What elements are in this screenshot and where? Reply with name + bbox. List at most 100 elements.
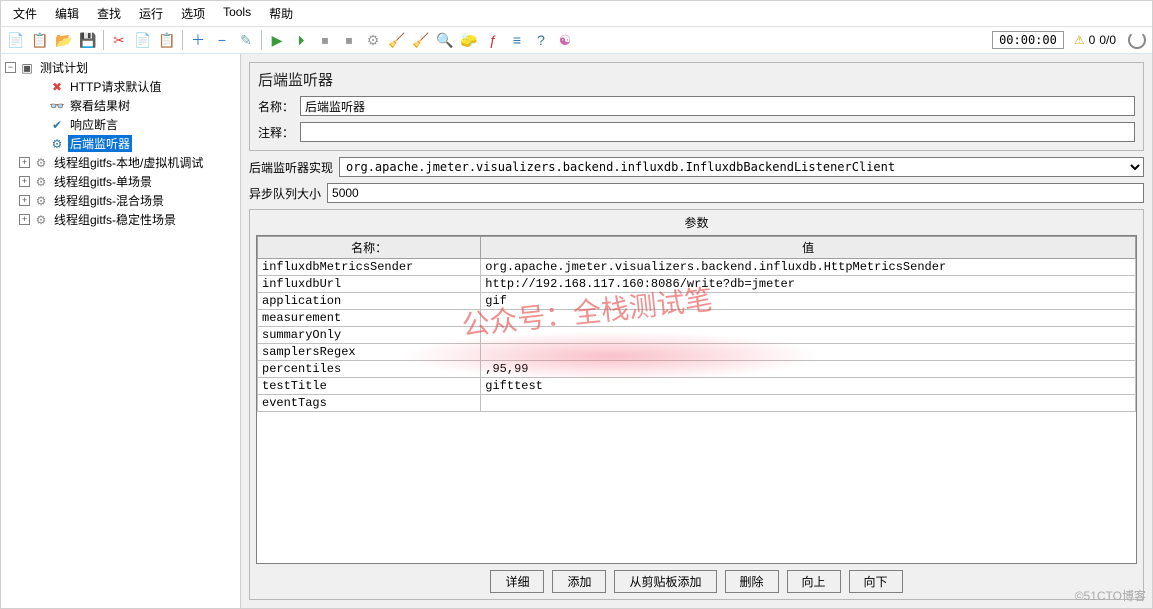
- reset-search-icon[interactable]: 🧽: [458, 29, 480, 51]
- toolbar-separator: [103, 30, 104, 50]
- expand-toggle[interactable]: +: [19, 176, 30, 187]
- stop-icon[interactable]: ⏹: [314, 29, 336, 51]
- wand-icon[interactable]: ✎: [235, 29, 257, 51]
- param-button-向下[interactable]: 向下: [849, 570, 903, 593]
- tree-node[interactable]: +⚙线程组gitfs-混合场景: [1, 191, 240, 210]
- comment-input[interactable]: [300, 122, 1135, 142]
- tree-node[interactable]: ✖HTTP请求默认值: [1, 77, 240, 96]
- param-name-cell[interactable]: influxdbMetricsSender: [258, 259, 481, 276]
- test-plan-tree[interactable]: − ▣ 测试计划 ✖HTTP请求默认值👓察看结果树✔响应断言⚙后端监听器+⚙线程…: [1, 54, 241, 608]
- clear-all-icon[interactable]: 🧹: [410, 29, 432, 51]
- cut-icon[interactable]: ✂: [108, 29, 130, 51]
- options-icon[interactable]: ≡: [506, 29, 528, 51]
- save-icon[interactable]: 💾: [77, 29, 99, 51]
- menu-item-编辑[interactable]: 编辑: [47, 3, 87, 24]
- clear-icon[interactable]: 🧹: [386, 29, 408, 51]
- table-row[interactable]: percentiles,95,99: [258, 361, 1136, 378]
- param-name-cell[interactable]: samplersRegex: [258, 344, 481, 361]
- param-button-向上[interactable]: 向上: [787, 570, 841, 593]
- menu-item-运行[interactable]: 运行: [131, 3, 171, 24]
- param-name-cell[interactable]: influxdbUrl: [258, 276, 481, 293]
- paste-icon[interactable]: 📋: [156, 29, 178, 51]
- copy-icon[interactable]: 📄: [132, 29, 154, 51]
- table-row[interactable]: eventTags: [258, 395, 1136, 412]
- add-icon[interactable]: ＋: [187, 29, 209, 51]
- reload-icon[interactable]: [1126, 29, 1148, 51]
- new-icon[interactable]: 📄: [5, 29, 27, 51]
- param-value-cell[interactable]: [481, 344, 1136, 361]
- search-icon[interactable]: 🔍: [434, 29, 456, 51]
- param-name-cell[interactable]: application: [258, 293, 481, 310]
- shutdown-icon[interactable]: ⏹: [338, 29, 360, 51]
- tree-node[interactable]: +⚙线程组gitfs-稳定性场景: [1, 210, 240, 229]
- table-row[interactable]: summaryOnly: [258, 327, 1136, 344]
- heap-icon[interactable]: ☯: [554, 29, 576, 51]
- menu-item-查找[interactable]: 查找: [89, 3, 129, 24]
- table-row[interactable]: measurement: [258, 310, 1136, 327]
- tree-node[interactable]: +⚙线程组gitfs-本地/虚拟机调试: [1, 153, 240, 172]
- table-row[interactable]: applicationgif: [258, 293, 1136, 310]
- param-button-从剪贴板添加[interactable]: 从剪贴板添加: [614, 570, 716, 593]
- impl-select[interactable]: org.apache.jmeter.visualizers.backend.in…: [339, 157, 1144, 177]
- start-icon[interactable]: ▶: [266, 29, 288, 51]
- remote-start-icon[interactable]: ⚙: [362, 29, 384, 51]
- table-row[interactable]: influxdbMetricsSenderorg.apache.jmeter.v…: [258, 259, 1136, 276]
- help-icon[interactable]: ?: [530, 29, 552, 51]
- name-input[interactable]: [300, 96, 1135, 116]
- tree-node[interactable]: ✔响应断言: [1, 115, 240, 134]
- table-row[interactable]: testTitlegifttest: [258, 378, 1136, 395]
- flask-icon: ▣: [20, 61, 34, 75]
- param-value-cell[interactable]: [481, 327, 1136, 344]
- param-name-cell[interactable]: percentiles: [258, 361, 481, 378]
- param-value-cell[interactable]: org.apache.jmeter.visualizers.backend.in…: [481, 259, 1136, 276]
- copyright-text: ©51CTO博客: [1075, 587, 1146, 604]
- tree-node[interactable]: 👓察看结果树: [1, 96, 240, 115]
- expand-toggle[interactable]: −: [5, 62, 16, 73]
- expand-toggle[interactable]: +: [19, 157, 30, 168]
- comment-label: 注释：: [258, 124, 294, 141]
- tree-node[interactable]: ⚙后端监听器: [1, 134, 240, 153]
- parameters-group: 参数 名称：值 influxdbMetricsSenderorg.apache.…: [249, 209, 1144, 600]
- menu-item-选项[interactable]: 选项: [173, 3, 213, 24]
- table-row[interactable]: influxdbUrlhttp://192.168.117.160:8086/w…: [258, 276, 1136, 293]
- function-helper-icon[interactable]: ƒ: [482, 29, 504, 51]
- param-value-cell[interactable]: [481, 395, 1136, 412]
- open-icon[interactable]: 📂: [53, 29, 75, 51]
- templates-icon[interactable]: 📋: [29, 29, 51, 51]
- param-name-cell[interactable]: testTitle: [258, 378, 481, 395]
- param-value-cell[interactable]: http://192.168.117.160:8086/write?db=jme…: [481, 276, 1136, 293]
- queue-input[interactable]: [327, 183, 1144, 203]
- tree-root-test-plan[interactable]: − ▣ 测试计划: [1, 58, 240, 77]
- parameters-title: 参数: [250, 210, 1143, 235]
- param-name-cell[interactable]: eventTags: [258, 395, 481, 412]
- column-header[interactable]: 名称：: [258, 237, 481, 259]
- panel-title: 后端监听器: [258, 69, 1135, 90]
- table-row[interactable]: samplersRegex: [258, 344, 1136, 361]
- column-header[interactable]: 值: [481, 237, 1136, 259]
- expand-toggle[interactable]: +: [19, 214, 30, 225]
- menu-item-文件[interactable]: 文件: [5, 3, 45, 24]
- parameters-table[interactable]: 名称：值 influxdbMetricsSenderorg.apache.jme…: [256, 235, 1137, 564]
- param-value-cell[interactable]: gifttest: [481, 378, 1136, 395]
- param-value-cell[interactable]: gif: [481, 293, 1136, 310]
- param-button-添加[interactable]: 添加: [552, 570, 606, 593]
- tree-node[interactable]: +⚙线程组gitfs-单场景: [1, 172, 240, 191]
- warning-counter[interactable]: ⚠ 0 0/0: [1068, 33, 1122, 47]
- node-icon: ✔: [50, 118, 64, 132]
- param-name-cell[interactable]: measurement: [258, 310, 481, 327]
- expand-toggle[interactable]: +: [19, 195, 30, 206]
- impl-label: 后端监听器实现: [249, 159, 333, 176]
- menu-item-帮助[interactable]: 帮助: [261, 3, 301, 24]
- toolbar: 📄📋📂💾✂📄📋＋−✎▶⏵⏹⏹⚙🧹🧹🔍🧽ƒ≡?☯ 00:00:00 ⚠ 0 0/0: [1, 27, 1152, 54]
- node-icon: 👓: [50, 99, 64, 113]
- start-no-pause-icon[interactable]: ⏵: [290, 29, 312, 51]
- param-button-删除[interactable]: 删除: [725, 570, 779, 593]
- node-icon: ⚙: [34, 156, 48, 170]
- param-name-cell[interactable]: summaryOnly: [258, 327, 481, 344]
- param-value-cell[interactable]: [481, 310, 1136, 327]
- remove-icon[interactable]: −: [211, 29, 233, 51]
- menu-item-tools[interactable]: Tools: [215, 3, 259, 24]
- param-button-详细[interactable]: 详细: [490, 570, 544, 593]
- param-value-cell[interactable]: ,95,99: [481, 361, 1136, 378]
- tree-node-label: 后端监听器: [68, 135, 132, 152]
